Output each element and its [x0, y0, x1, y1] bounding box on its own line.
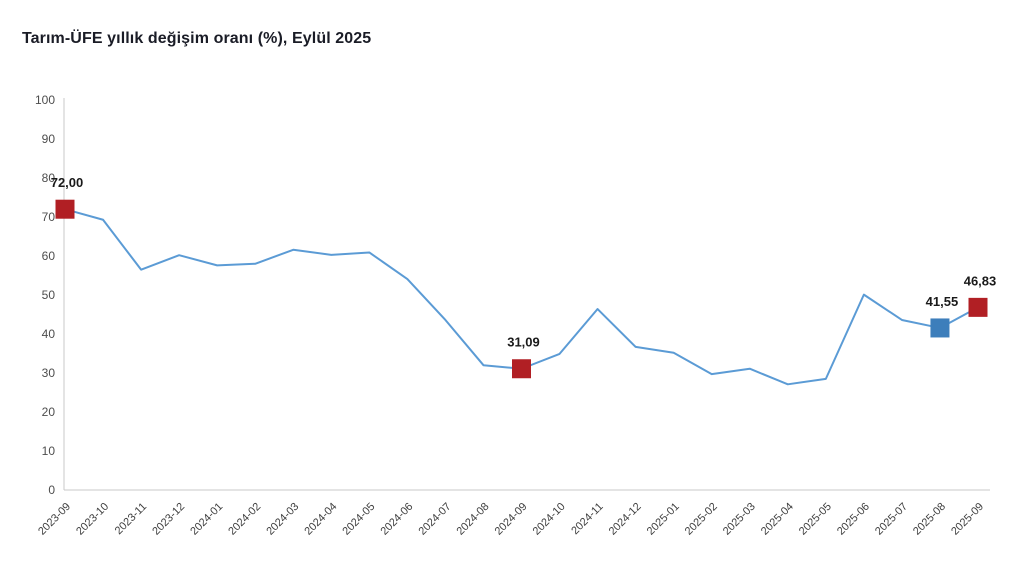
y-tick-label: 70	[42, 210, 56, 224]
data-point-marker	[512, 359, 531, 379]
x-tick-label: 2024-02	[226, 501, 263, 538]
y-tick-label: 60	[42, 249, 56, 263]
data-line-series	[64, 208, 979, 386]
y-tick-label: 30	[42, 366, 56, 380]
x-tick-label: 2024-07	[417, 501, 454, 538]
x-tick-label: 2024-04	[302, 501, 339, 538]
data-point-label: 31,09	[507, 335, 540, 350]
x-tick-label: 2024-08	[455, 501, 492, 538]
data-point-marker	[930, 318, 950, 338]
x-tick-label: 2024-05	[340, 501, 377, 538]
data-point-label: 41,55	[926, 294, 959, 309]
x-tick-label: 2025-06	[835, 501, 872, 538]
x-tick-label: 2025-07	[873, 501, 910, 538]
y-tick-label: 90	[42, 132, 56, 146]
y-tick-label: 100	[35, 93, 55, 107]
x-tick-label: 2024-10	[531, 501, 568, 538]
data-point-label: 72,00	[51, 175, 84, 190]
x-tick-label: 2023-12	[150, 501, 187, 538]
x-tick-label: 2025-05	[797, 501, 834, 538]
x-tick-label: 2024-11	[569, 501, 605, 537]
y-tick-label: 40	[42, 327, 56, 341]
x-tick-label: 2024-12	[607, 501, 644, 538]
x-tick-label: 2025-04	[759, 501, 796, 538]
x-tick-label: 2024-09	[493, 501, 530, 538]
y-tick-label: 10	[42, 444, 56, 458]
data-point-marker	[55, 199, 75, 219]
x-tick-label: 2023-11	[113, 501, 149, 537]
y-tick-label: 80	[42, 171, 56, 185]
x-tick-label: 2025-08	[911, 501, 948, 538]
data-point-marker	[968, 297, 988, 317]
chart-title: Tarım-ÜFE yıllık değişim oranı (%), Eylü…	[22, 30, 372, 47]
x-tick-label: 2024-06	[378, 501, 415, 538]
y-tick-label: 20	[42, 405, 56, 419]
x-tick-label: 2025-02	[683, 501, 720, 538]
data-point-label: 46,83	[964, 273, 997, 288]
x-tick-label: 2024-03	[264, 501, 301, 538]
x-tick-label: 2025-03	[721, 501, 758, 538]
x-tick-label: 2025-09	[949, 501, 986, 538]
x-tick-label: 2023-09	[36, 501, 73, 538]
x-tick-label: 2023-10	[74, 501, 111, 538]
y-tick-label: 50	[42, 288, 56, 302]
x-tick-label: 2024-01	[188, 501, 225, 538]
x-tick-label: 2025-01	[645, 501, 682, 538]
y-tick-label: 0	[48, 483, 55, 497]
